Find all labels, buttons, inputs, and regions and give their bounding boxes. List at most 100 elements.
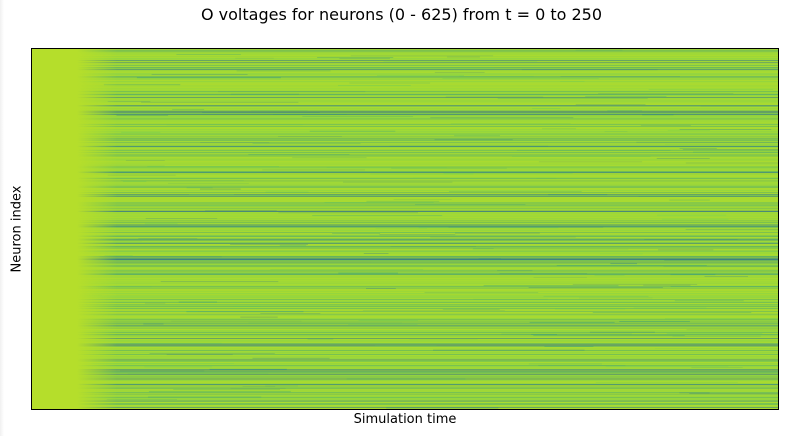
neuron-row: [77, 221, 779, 223]
neuron-row: [77, 114, 779, 115]
neuron-row: [77, 198, 779, 200]
neuron-row: [77, 333, 779, 335]
neuron-row: [77, 347, 779, 349]
neuron-row: [77, 81, 779, 83]
neuron-row: [77, 131, 779, 133]
neuron-row: [77, 279, 779, 281]
neuron-activity-segment: [120, 370, 205, 372]
neuron-activity-segment: [533, 335, 685, 336]
neuron-row: [77, 371, 779, 372]
neuron-row: [77, 297, 779, 299]
neuron-activity-segment: [99, 256, 222, 258]
neuron-row: [77, 233, 779, 234]
neuron-row: [77, 169, 779, 171]
neuron-row: [77, 383, 779, 384]
neuron-activity-segment: [575, 49, 623, 51]
neuron-activity-segment: [538, 365, 626, 367]
neuron-row: [77, 284, 779, 285]
neuron-row: [77, 294, 779, 295]
neuron-activity-segment: [642, 114, 674, 116]
neuron-row: [77, 58, 779, 60]
neuron-row: [77, 143, 779, 145]
neuron-row: [77, 267, 779, 269]
neuron-row: [77, 70, 779, 71]
neuron-row: [77, 225, 779, 227]
neuron-row: [77, 61, 779, 62]
neuron-activity-segment: [147, 166, 279, 167]
neuron-activity-segment: [279, 244, 307, 246]
neuron-row: [77, 279, 779, 280]
neuron-activity-segment: [314, 397, 440, 398]
neuron-row: [77, 182, 779, 183]
neuron-activity-segment: [249, 195, 341, 196]
neuron-activity-segment: [189, 193, 234, 195]
neuron-activity-segment: [442, 78, 599, 79]
neuron-activity-segment: [469, 94, 617, 95]
neuron-row: [77, 210, 779, 211]
neuron-activity-segment: [265, 385, 298, 387]
neuron-row: [77, 202, 779, 204]
neuron-row: [77, 315, 779, 316]
neuron-activity-segment: [338, 272, 398, 274]
y-axis-label: Neuron index: [9, 185, 25, 273]
neuron-row: [77, 300, 779, 302]
neuron-activity-segment: [442, 309, 500, 310]
neuron-row: [77, 326, 779, 328]
neuron-row: [77, 90, 779, 91]
neuron-row: [77, 255, 779, 257]
neuron-row: [77, 166, 779, 167]
neuron-row: [77, 73, 779, 75]
neuron-activity-segment: [129, 342, 222, 344]
neuron-row: [77, 159, 779, 160]
neuron-row: [77, 76, 779, 78]
neuron-activity-segment: [103, 84, 181, 86]
neuron-row: [77, 105, 779, 106]
neuron-row: [77, 233, 779, 235]
neuron-row: [77, 85, 779, 86]
neuron-row: [77, 375, 779, 377]
neuron-activity-segment: [278, 212, 418, 214]
neuron-row: [77, 185, 779, 187]
neuron-row: [77, 243, 779, 245]
neuron-activity-segment: [536, 177, 557, 179]
neuron-activity-segment: [230, 244, 308, 245]
neuron-row: [77, 84, 779, 86]
neuron-activity-segment: [120, 180, 244, 181]
neuron-row: [77, 118, 779, 119]
neuron-row: [77, 170, 779, 171]
neuron-row: [77, 69, 779, 71]
neuron-row: [77, 133, 779, 135]
neuron-activity-segment: [252, 357, 330, 359]
neuron-row: [77, 397, 779, 398]
plot-frame: [31, 48, 779, 410]
neuron-activity-segment: [78, 165, 165, 167]
neuron-row: [77, 292, 779, 294]
neuron-row: [77, 308, 779, 310]
neuron-activity-segment: [383, 61, 538, 62]
neuron-activity-segment: [704, 276, 748, 277]
neuron-row: [77, 389, 779, 391]
neuron-row: [77, 276, 779, 278]
neuron-activity-segment: [605, 365, 729, 367]
neuron-row: [77, 68, 779, 70]
neuron-row: [77, 336, 779, 338]
neuron-activity-segment: [542, 128, 576, 130]
neuron-activity-segment: [472, 248, 629, 250]
neuron-row: [77, 210, 779, 212]
neuron-row: [77, 55, 779, 57]
neuron-activity-segment: [445, 96, 544, 98]
neuron-row: [77, 101, 779, 103]
neuron-row: [77, 229, 779, 230]
neuron-row: [77, 166, 779, 168]
neuron-row: [77, 198, 779, 199]
neuron-row: [77, 376, 779, 378]
neuron-activity-segment: [693, 151, 779, 153]
neuron-row: [77, 269, 779, 271]
neuron-row: [77, 71, 779, 72]
neuron-row: [77, 261, 779, 262]
neuron-activity-segment: [166, 354, 233, 356]
neuron-row: [77, 261, 779, 263]
neuron-row: [77, 301, 779, 302]
neuron-row: [77, 367, 779, 369]
neuron-activity-segment: [418, 227, 559, 229]
